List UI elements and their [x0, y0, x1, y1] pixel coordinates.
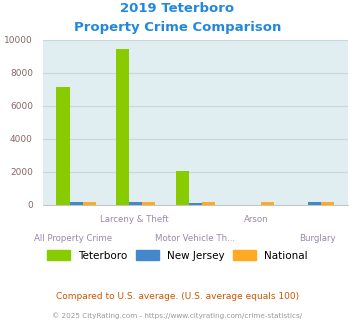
Bar	[321, 202, 334, 205]
Text: Motor Vehicle Th...: Motor Vehicle Th...	[155, 234, 235, 243]
Text: © 2025 CityRating.com - https://www.cityrating.com/crime-statistics/: © 2025 CityRating.com - https://www.city…	[53, 312, 302, 318]
Bar	[56, 87, 70, 205]
Bar	[142, 202, 155, 205]
Bar	[308, 202, 321, 205]
Text: Property Crime Comparison: Property Crime Comparison	[74, 21, 281, 34]
Text: Larceny & Theft: Larceny & Theft	[100, 214, 169, 223]
Text: Burglary: Burglary	[299, 234, 336, 243]
Legend: Teterboro, New Jersey, National: Teterboro, New Jersey, National	[44, 247, 311, 264]
Bar	[176, 171, 189, 205]
Text: Compared to U.S. average. (U.S. average equals 100): Compared to U.S. average. (U.S. average …	[56, 292, 299, 301]
Bar	[70, 202, 83, 205]
Bar	[202, 202, 215, 205]
Text: Arson: Arson	[244, 214, 269, 223]
Text: 2019 Teterboro: 2019 Teterboro	[120, 2, 235, 15]
Text: All Property Crime: All Property Crime	[34, 234, 112, 243]
Bar	[261, 202, 274, 205]
Bar	[116, 49, 129, 205]
Bar	[129, 202, 142, 205]
Bar	[189, 203, 202, 205]
Bar	[83, 202, 96, 205]
